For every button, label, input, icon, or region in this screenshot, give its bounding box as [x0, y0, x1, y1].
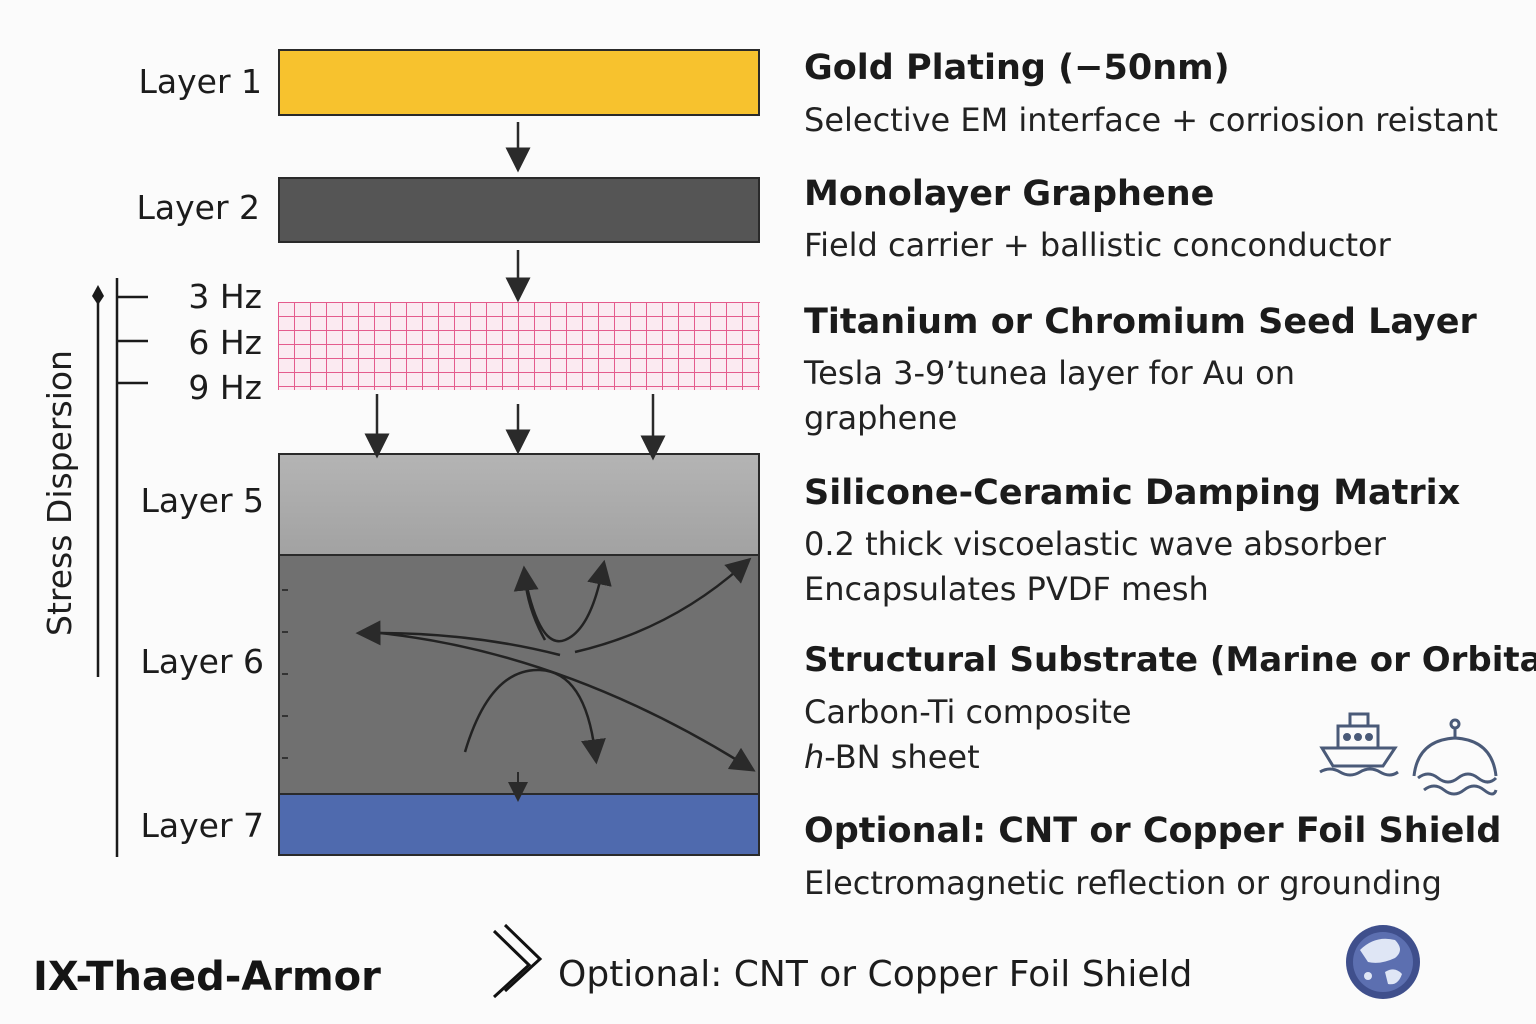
stress-curve-u [523, 559, 612, 643]
stress-curve-long-down [369, 630, 756, 772]
globe-logo-icon [1346, 925, 1420, 999]
freq-6hz-label: 6 Hz [188, 323, 262, 362]
layer-6-label: Layer 6 [140, 642, 265, 681]
shield-desc: Electromagnetic reflection or grounding [804, 864, 1442, 902]
damping-title: Silicone-Ceramic Damping Matrix [804, 473, 1461, 513]
graphene-layer [278, 177, 760, 243]
orbital-buoy-icon [1412, 718, 1498, 796]
chevron-icon [492, 923, 543, 999]
damping-matrix-layer [278, 453, 760, 556]
layer-5-label: Layer 5 [140, 481, 265, 520]
bn-sheet-text: -BN sheet [824, 738, 980, 776]
layer-1-label: Layer 1 [138, 62, 263, 101]
graphene-title: Monolayer Graphene [804, 174, 1215, 214]
gold-plating-layer [278, 49, 760, 116]
gold-plating-desc: Selective EM interface + corriosion reis… [804, 101, 1498, 139]
graphene-desc: Field carrier + ballistic conconductor [804, 226, 1391, 264]
seed-layer-title: Titanium or Chromium Seed Layer [804, 302, 1477, 342]
stress-curve-upper-right [574, 557, 752, 654]
substrate-desc-1: Carbon-Ti composite [804, 693, 1132, 731]
layer-7-label: Layer 7 [140, 806, 265, 845]
footer-caption: Optional: CNT or Copper Foil Shield [558, 954, 1193, 995]
stress-axis-arrowhead [92, 285, 104, 305]
seed-grid-layer [278, 302, 760, 390]
substrate-title: Structural Substrate (Marine or Orbital) [804, 640, 1536, 680]
gold-plating-title: Gold Plating (−50nm) [804, 48, 1230, 88]
stress-curve-u-start [513, 565, 547, 641]
seed-layer-desc-2: graphene [804, 399, 958, 437]
seed-layer-desc-1: Tesla 3-9’tunea layer for Au on [804, 354, 1295, 392]
layer-2-label: Layer 2 [136, 188, 261, 227]
freq-3hz-label: 3 Hz [188, 277, 262, 316]
footer-title: IX-Thaed-Armor [33, 954, 381, 1000]
damping-desc-2: Encapsulates PVDF mesh [804, 570, 1209, 608]
ship-icon [1319, 712, 1399, 777]
damping-desc-1: 0.2 thick viscoelastic wave absorber [804, 525, 1386, 563]
freq-9hz-label: 9 Hz [188, 368, 262, 407]
substrate-desc-2: h-BN sheet [804, 734, 980, 780]
stress-curve-long-left [355, 620, 561, 657]
italic-h: h [804, 738, 825, 776]
shield-title: Optional: CNT or Copper Foil Shield [804, 811, 1502, 851]
stress-curve-arch [463, 668, 606, 765]
